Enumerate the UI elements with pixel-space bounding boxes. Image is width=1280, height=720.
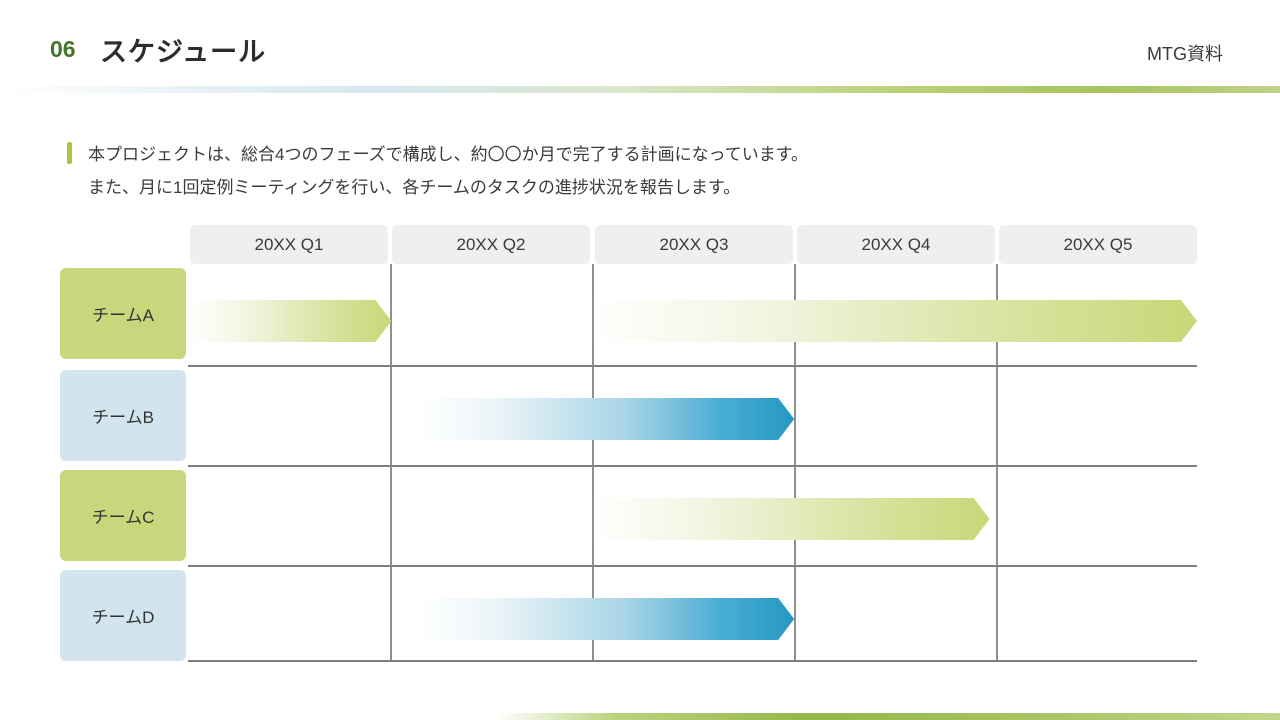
header-divider-gradient xyxy=(0,86,1280,93)
row-label-team-c: チームC xyxy=(60,470,186,561)
gantt-bar xyxy=(593,498,990,540)
row-label-team-b: チームB xyxy=(60,370,186,461)
column-header-q4: 20XX Q4 xyxy=(797,225,995,264)
corner-label: MTG資料 xyxy=(1147,44,1223,64)
page-number: 06 xyxy=(50,36,76,62)
column-header-q1: 20XX Q1 xyxy=(190,225,388,264)
gantt-bar xyxy=(593,300,1197,342)
gantt-bar xyxy=(422,598,795,640)
row-label-team-d: チームD xyxy=(60,570,186,661)
gridline-horizontal xyxy=(188,365,1197,367)
intro-line-1: 本プロジェクトは、総合4つのフェーズで構成し、約〇〇か月で完了する計画になってい… xyxy=(88,145,809,164)
accent-bar xyxy=(67,142,72,164)
gridline-horizontal xyxy=(188,660,1197,662)
gridline-vertical xyxy=(592,264,594,661)
column-header-q2: 20XX Q2 xyxy=(392,225,590,264)
gridline-horizontal xyxy=(188,565,1197,567)
page-title: スケジュール xyxy=(100,37,267,67)
column-header-q5: 20XX Q5 xyxy=(999,225,1197,264)
gridline-vertical xyxy=(390,264,392,661)
gridline-vertical xyxy=(794,264,796,661)
gantt-bar xyxy=(422,398,795,440)
column-header-q3: 20XX Q3 xyxy=(595,225,793,264)
gridline-vertical xyxy=(996,264,998,661)
gridline-horizontal xyxy=(188,465,1197,467)
row-label-team-a: チームA xyxy=(60,268,186,359)
intro-line-2: また、月に1回定例ミーティングを行い、各チームのタスクの進捗状況を報告します。 xyxy=(88,178,741,197)
intro-text: 本プロジェクトは、総合4つのフェーズで構成し、約〇〇か月で完了する計画になってい… xyxy=(88,138,808,204)
footer-gradient xyxy=(497,713,1280,720)
gantt-bar xyxy=(190,300,391,342)
